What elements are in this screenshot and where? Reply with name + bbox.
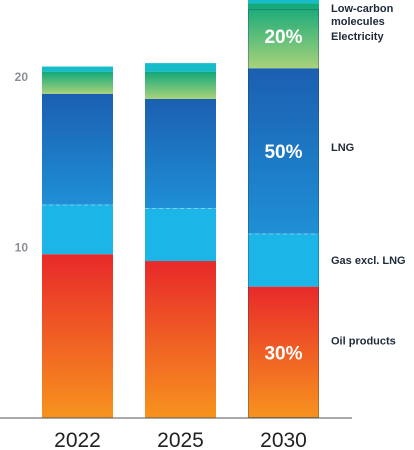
share-label-electricity: 20% xyxy=(264,27,302,48)
bar-gas-excl-lng-2025 xyxy=(145,208,216,262)
legend-lng: LNG xyxy=(331,142,354,154)
bar-low-carbon-molecules-2025 xyxy=(145,63,216,72)
bar-electricity-2030 xyxy=(248,3,319,69)
legend-electricity: Electricity xyxy=(331,31,384,43)
x-tick-label-2030: 2030 xyxy=(260,429,307,450)
y-tick-label-10: 10 xyxy=(15,240,29,254)
bar-lng-2022 xyxy=(42,93,113,205)
bar-lng-2025 xyxy=(145,98,216,209)
y-tick-label-20: 20 xyxy=(15,70,29,84)
legend-low-carbon-molecules: Low-carbon molecules xyxy=(331,3,394,28)
x-tick-label-2022: 2022 xyxy=(54,429,101,450)
bar-lng-2030 xyxy=(248,68,319,234)
bar-electricity-2025 xyxy=(145,71,216,99)
bar-gas-excl-lng-2030 xyxy=(248,233,319,287)
bar-low-carbon-molecules-2022 xyxy=(42,66,113,72)
axis-layer: 2022 2025 2030 10 20 xyxy=(0,70,352,450)
label-layer: 30% 50% 20% Low-carbon molecules Electricity L… xyxy=(264,3,405,364)
bar-gas-excl-lng-2022 xyxy=(42,204,113,255)
bar-oil-products-2022 xyxy=(42,254,113,418)
bar-oil-products-2025 xyxy=(145,261,216,418)
bar-oil-products-2030 xyxy=(248,286,319,418)
share-label-oil-products: 30% xyxy=(264,343,302,364)
x-tick-label-2025: 2025 xyxy=(157,429,204,450)
bar-low-carbon-molecules-2030 xyxy=(248,0,319,4)
bars-layer xyxy=(42,0,319,418)
legend-oil-products: Oil products xyxy=(331,335,396,347)
bar-electricity-2022 xyxy=(42,71,113,94)
legend-gas-excl-lng: Gas excl. LNG xyxy=(331,255,406,267)
share-label-lng: 50% xyxy=(264,142,302,163)
